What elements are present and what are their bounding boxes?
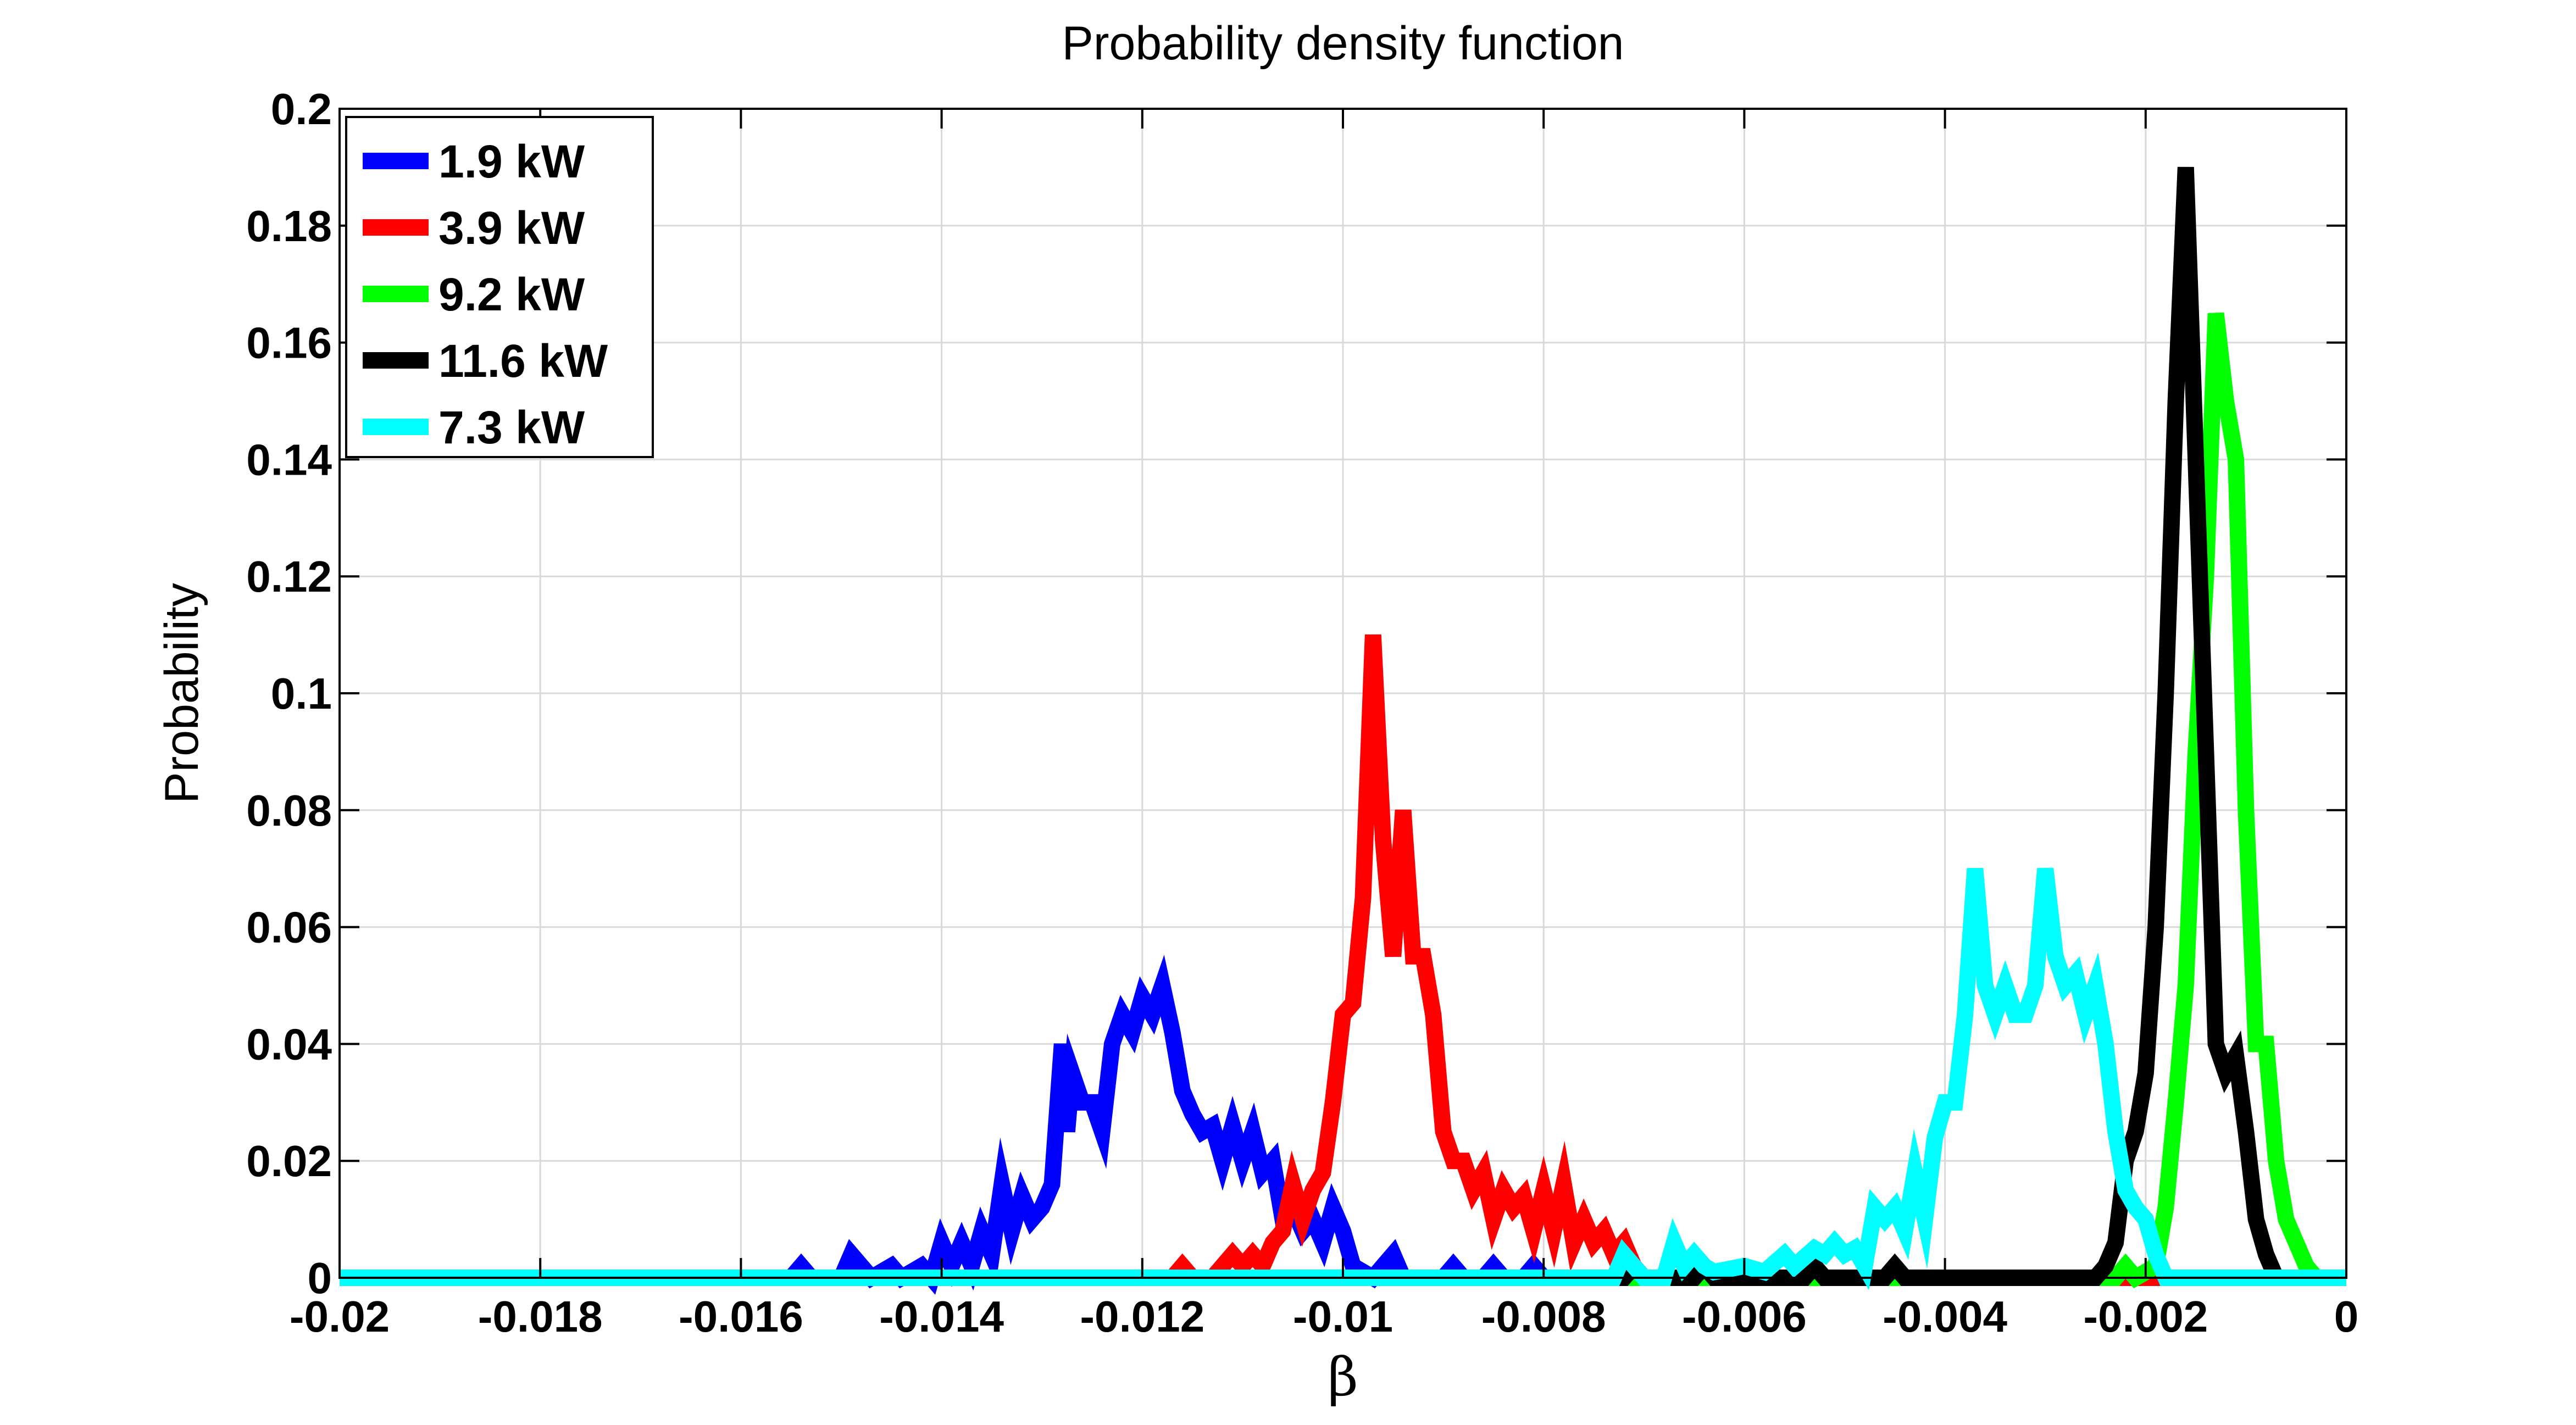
x-tick-label: -0.018 [478, 1292, 603, 1341]
axis-ticks: -0.02 -0.018 -0.016 -0.014 -0.012 -0.01 -0.008… [246, 85, 2358, 1341]
chart-title: Probability density function [1062, 17, 1624, 70]
x-axis-title: β [1328, 1346, 1358, 1408]
y-tick-label: 0 [308, 1254, 332, 1302]
series-line [340, 867, 2346, 1290]
x-tick-label: -0.014 [879, 1292, 1004, 1341]
y-tick-label: 0.04 [246, 1020, 332, 1068]
y-tick-label: 0.2 [271, 85, 332, 133]
x-tick-label: -0.012 [1080, 1292, 1204, 1341]
legend-label: 1.9 kW [438, 136, 585, 187]
x-tick-label: -0.006 [1682, 1292, 1807, 1341]
x-tick-label: -0.02 [290, 1292, 390, 1341]
y-tick-label: 0.12 [246, 552, 332, 601]
y-tick-label: 0.1 [271, 669, 332, 718]
x-tick-label: -0.016 [679, 1292, 803, 1341]
series-line [340, 634, 2346, 1286]
y-tick-label: 0.14 [246, 435, 332, 484]
x-tick-label: -0.01 [1293, 1292, 1393, 1341]
legend-label: 3.9 kW [438, 202, 585, 254]
x-tick-label: -0.008 [1481, 1292, 1606, 1341]
y-tick-label: 0.02 [246, 1137, 332, 1185]
x-tick-label: 0 [2334, 1292, 2359, 1341]
y-tick-label: 0.06 [246, 903, 332, 952]
legend-label: 11.6 kW [438, 335, 608, 387]
y-tick-label: 0.18 [246, 202, 332, 251]
x-tick-label: -0.002 [2083, 1292, 2208, 1341]
legend-label: 9.2 kW [438, 269, 585, 320]
x-tick-label: -0.004 [1883, 1292, 2007, 1341]
legend: 1.9 kW 3.9 kW 9.2 kW 11.6 kW 7.3 kW [345, 116, 654, 458]
y-tick-label: 0.08 [246, 786, 332, 835]
y-tick-label: 0.16 [246, 319, 332, 368]
legend-label: 7.3 kW [438, 402, 585, 453]
y-axis-title: Probability [156, 583, 208, 804]
